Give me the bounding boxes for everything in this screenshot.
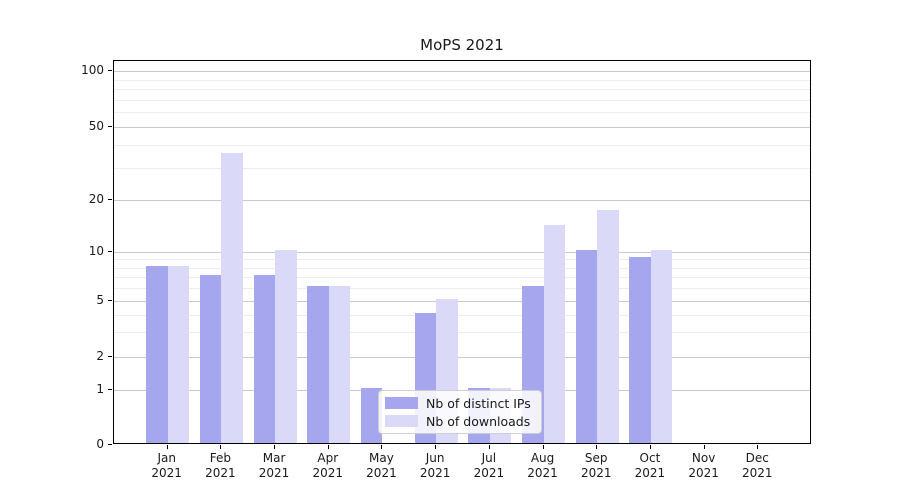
bar-feb-distinct-ips <box>199 275 222 443</box>
bar-apr-distinct-ips <box>307 286 329 443</box>
gridline <box>114 167 810 169</box>
x-tick-label-jan: Jan 2021 <box>151 451 182 480</box>
x-tick-label-nov: Nov 2021 <box>688 451 719 480</box>
y-tick-mark <box>108 199 112 200</box>
y-tick-label: 100 <box>81 63 104 77</box>
bar-apr-downloads <box>328 286 351 443</box>
chart-title: MoPS 2021 <box>420 36 504 54</box>
x-tick-label-feb: Feb 2021 <box>205 451 236 480</box>
x-tick-mark <box>649 445 651 449</box>
x-tick-mark <box>757 445 759 449</box>
legend-row-distinct-ips: Nb of distinct IPs <box>385 396 535 411</box>
y-tick-label: 1 <box>96 382 104 396</box>
legend-swatch-downloads <box>385 415 418 427</box>
x-tick-mark <box>381 445 383 449</box>
gridline <box>114 288 810 290</box>
x-tick-label-aug: Aug 2021 <box>527 451 558 480</box>
gridline <box>114 71 810 72</box>
plot-area <box>113 60 811 444</box>
legend-label-downloads: Nb of downloads <box>426 413 531 429</box>
x-tick-label-may: May 2021 <box>366 451 397 480</box>
x-tick-mark <box>488 445 490 449</box>
y-tick-mark <box>108 70 112 71</box>
bar-sep-distinct-ips <box>575 249 598 443</box>
gridline <box>114 259 810 261</box>
legend-swatch-distinct-ips <box>385 397 418 409</box>
legend: Nb of distinct IPs Nb of downloads <box>378 390 542 434</box>
y-tick-label: 5 <box>96 293 104 307</box>
y-tick-mark <box>108 250 112 252</box>
x-tick-label-mar: Mar 2021 <box>258 451 290 480</box>
gridline <box>114 251 810 253</box>
gridline <box>114 357 810 359</box>
bar-sep-downloads <box>597 210 619 443</box>
gridline <box>114 277 810 279</box>
x-tick-label-sep: Sep 2021 <box>580 451 612 480</box>
x-tick-mark <box>435 445 437 449</box>
gridline <box>114 200 810 201</box>
x-tick-label-dec: Dec 2021 <box>742 451 773 480</box>
x-tick-label-jun: Jun 2021 <box>419 451 451 480</box>
gridline <box>114 127 810 128</box>
bars-layer <box>114 61 810 443</box>
x-tick-mark <box>596 445 598 449</box>
bar-jan-distinct-ips <box>146 265 168 443</box>
x-tick-label-oct: Oct 2021 <box>634 451 666 480</box>
bar-aug-downloads <box>543 224 566 443</box>
gridline <box>114 112 810 114</box>
bar-mar-distinct-ips <box>253 275 276 443</box>
bar-oct-distinct-ips <box>629 257 651 443</box>
x-tick-mark <box>274 445 276 449</box>
gridline <box>114 267 810 269</box>
bar-oct-downloads <box>650 249 673 443</box>
y-tick-label: 50 <box>88 119 104 133</box>
gridline <box>114 314 810 316</box>
y-tick-label: 10 <box>88 243 104 258</box>
gridline <box>114 79 810 81</box>
x-tick-mark <box>542 445 544 449</box>
x-tick-mark <box>327 445 329 449</box>
bar-may-distinct-ips <box>360 388 383 443</box>
y-tick-label: 20 <box>88 192 104 206</box>
bar-jan-downloads <box>167 265 190 443</box>
y-tick-mark <box>108 126 112 127</box>
x-tick-mark <box>166 445 168 449</box>
x-tick-label-apr: Apr 2021 <box>312 451 344 480</box>
gridline <box>114 99 810 101</box>
x-tick-label-jul: Jul 2021 <box>473 451 505 480</box>
bar-feb-downloads <box>221 153 243 443</box>
gridline <box>114 301 810 302</box>
y-tick-label: 2 <box>96 349 104 364</box>
legend-label-distinct-ips: Nb of distinct IPs <box>426 395 531 411</box>
gridline <box>114 144 810 146</box>
gridline <box>114 332 810 334</box>
y-tick-label: 0 <box>96 437 104 451</box>
bar-mar-downloads <box>275 249 297 443</box>
y-tick-mark <box>108 356 112 358</box>
x-tick-mark <box>220 445 222 449</box>
y-tick-mark <box>108 300 112 301</box>
y-tick-mark <box>108 389 112 390</box>
legend-row-downloads: Nb of downloads <box>385 414 535 429</box>
y-tick-mark <box>108 444 112 445</box>
gridline <box>114 89 810 91</box>
x-tick-mark <box>703 445 705 449</box>
